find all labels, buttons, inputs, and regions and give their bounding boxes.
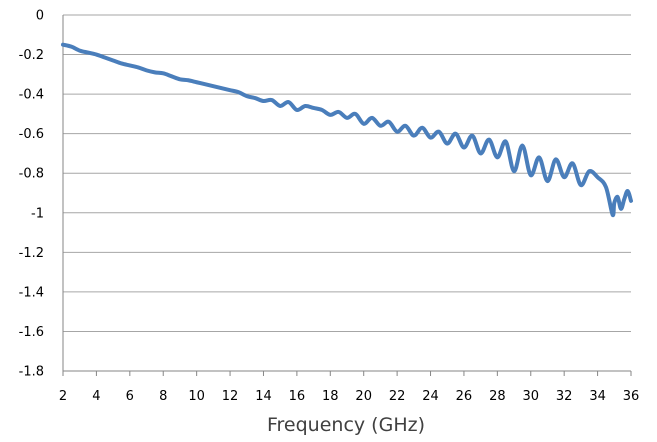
y-tick-label: -1: [31, 206, 44, 221]
y-tick-labels: 0 -0.2 -0.4 -0.6 -0.8 -1 -1.2 -1.4 -1.6 -1.8: [19, 9, 44, 380]
y-tick-label: -1.4: [19, 285, 44, 300]
x-tick-label: 6: [126, 389, 134, 404]
x-tick-label: 12: [222, 389, 239, 404]
x-tick-label: 18: [322, 389, 339, 404]
x-tick-label: 20: [355, 389, 372, 404]
x-axis-title: Frequency (GHz): [267, 414, 425, 436]
x-tick-label: 24: [422, 389, 439, 404]
x-tick-labels: 2 4 6 8 10 12 14 16 18 20 22 24 26 28 30 32 34 36: [59, 389, 639, 404]
y-tick-label: -1.6: [19, 325, 44, 340]
y-tick-label: -0.8: [19, 167, 44, 182]
y-tick-label: 0: [36, 9, 44, 24]
x-tick-label: 4: [92, 389, 100, 404]
x-tick-label: 36: [623, 389, 640, 404]
x-tick-label: 8: [159, 389, 167, 404]
x-tick-label: 26: [456, 389, 473, 404]
x-tick-label: 22: [389, 389, 406, 404]
gridlines: [63, 14, 631, 372]
series-layer: [61, 42, 633, 218]
y-tick-label: -0.6: [19, 127, 44, 142]
y-tick-label: -0.2: [19, 48, 44, 63]
x-tick-label: 34: [589, 389, 606, 404]
axes: [62, 15, 632, 376]
y-tick-label: -1.2: [19, 246, 44, 261]
x-tick-label: 32: [556, 389, 573, 404]
y-tick-label: -1.8: [19, 365, 44, 380]
x-tick-label: 16: [289, 389, 306, 404]
x-tick-label: 14: [255, 389, 272, 404]
x-tick-label: 28: [489, 389, 506, 404]
y-tick-label: -0.4: [19, 88, 44, 103]
x-tick-label: 30: [522, 389, 539, 404]
series-line: [61, 42, 633, 218]
x-tick-label: 10: [188, 389, 205, 404]
x-tick-label: 2: [59, 389, 67, 404]
